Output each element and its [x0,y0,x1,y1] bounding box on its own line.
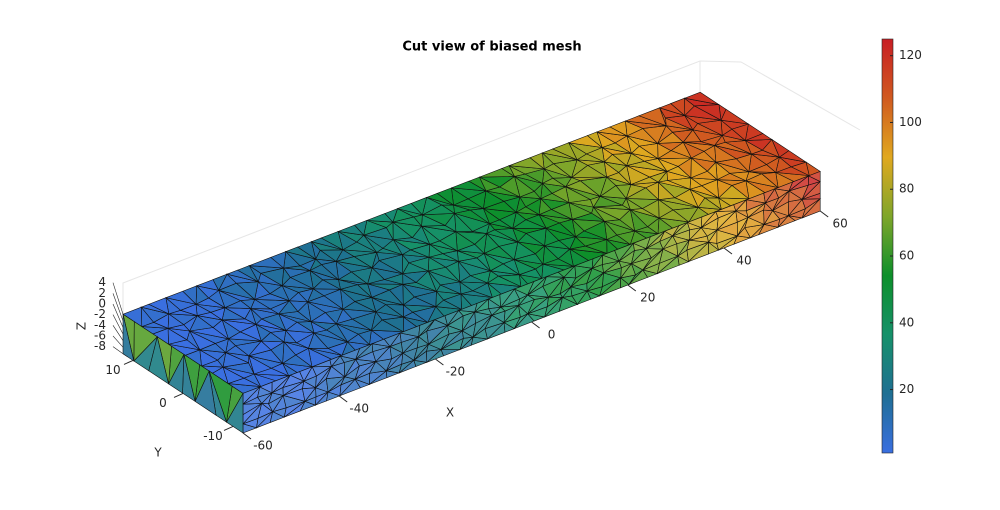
mesh-face [236,265,260,283]
mesh-face [148,297,170,315]
colorbar-tick-label: 80 [899,182,914,196]
mesh-face [586,131,603,149]
z-tick-label: 0 [98,297,106,311]
z-tick [112,282,124,315]
mesh-face [212,273,228,291]
mesh-face [501,165,516,178]
mesh-face [683,91,720,105]
mesh-face [763,188,776,204]
mesh-face [418,319,435,338]
mesh-face [474,298,489,313]
mesh-face [609,120,628,137]
colorbar-tick-label: 100 [899,115,922,129]
z-tick-label: -6 [94,328,106,342]
z-tick [112,303,124,328]
y-tick [173,392,184,398]
mesh-face [645,230,665,249]
colorbar-tick-label: 60 [899,249,914,263]
mesh-face [499,288,516,308]
mesh-face [410,196,428,216]
x-tick [531,321,540,329]
mesh-face [700,211,716,229]
mesh-face [733,199,747,212]
mesh-face [355,343,373,360]
x-tick [723,247,733,255]
mesh-face [591,254,604,270]
mesh-face [551,142,578,161]
x-tick-label: -40 [349,402,369,416]
x-tick-label: -60 [253,439,273,453]
y-tick [123,359,134,365]
x-tick-label: -20 [446,365,466,379]
x-tick [819,210,829,218]
mesh-face [436,187,454,206]
z-tick [112,325,124,341]
x-tick-label: 0 [548,328,556,342]
colorbar-tick-label: 120 [899,48,922,62]
z-tick-label: 2 [98,286,106,300]
chart-title: Cut view of biased mesh [402,40,581,55]
mesh-face [807,170,821,183]
mesh-face [468,176,487,192]
z-tick-label: -4 [94,318,106,332]
z-tick-label: -2 [94,307,106,321]
z-tick-label: 4 [98,275,106,289]
mesh-face [271,374,291,394]
mesh-face [557,265,576,278]
x-tick-label: 60 [833,217,848,231]
z-tick [112,346,124,355]
z-tick-label: -8 [94,339,106,353]
mesh-face [440,349,461,357]
mesh-face [299,366,313,382]
mesh-face [329,355,341,368]
x-tick [338,395,348,403]
x-tick [627,284,637,292]
x-tick-label: 20 [640,291,655,305]
mesh-face [384,208,399,223]
colorbar-tick-label: 20 [899,382,914,396]
mesh-face [614,242,635,262]
mesh-face [672,222,688,237]
mesh-face [444,309,460,327]
x-tick [435,358,444,366]
x-axis-label: X [446,406,454,420]
colorbar-tick-label: 40 [899,315,914,329]
colorbar [881,38,894,454]
y-tick-label: -10 [203,429,223,443]
mesh-face [182,285,198,305]
mesh-face [383,332,401,348]
y-axis-label: Y [153,446,162,460]
mesh [122,91,822,434]
y-tick-label: 10 [105,363,120,377]
x-tick [242,432,252,440]
mesh-face [670,97,686,117]
mesh-face [529,152,545,170]
mesh-face [320,231,344,251]
mesh-face [270,251,287,269]
mesh-face [788,175,809,192]
y-tick [223,425,234,431]
x-tick-label: 40 [736,254,751,268]
mesh-face [297,241,317,260]
y-tick-label: 0 [159,396,167,410]
z-tick [112,314,124,335]
z-tick [112,293,124,321]
mesh-face [527,276,547,296]
z-tick [112,335,124,348]
z-axis-label: Z [75,322,89,330]
mesh-face [638,107,667,127]
mesh-face [354,219,368,236]
